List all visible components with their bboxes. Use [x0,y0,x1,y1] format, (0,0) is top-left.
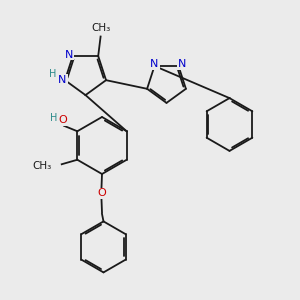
Text: O: O [58,115,67,125]
Text: CH₃: CH₃ [92,23,111,33]
Text: N: N [178,59,186,70]
Text: N: N [58,75,67,85]
Text: H: H [50,113,57,123]
Text: CH₃: CH₃ [33,161,52,171]
Text: N: N [150,59,159,70]
Text: H: H [49,69,56,79]
Text: O: O [97,188,106,199]
Text: N: N [65,50,74,59]
